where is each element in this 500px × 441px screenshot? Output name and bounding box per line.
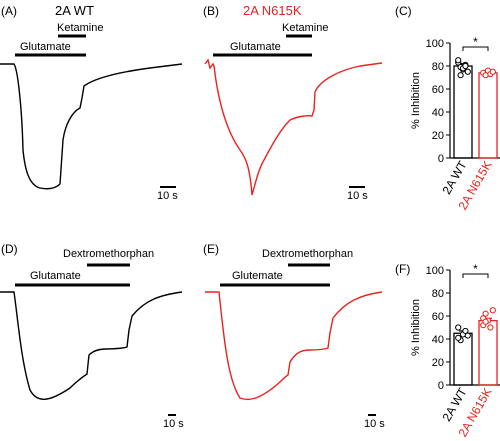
data-point-f-1 bbox=[482, 318, 489, 325]
y-tick-label-c: 60 bbox=[432, 84, 444, 96]
current-trace-a bbox=[0, 63, 183, 190]
y-tick-label-c: 100 bbox=[426, 38, 444, 50]
significance-bracket-f bbox=[462, 273, 489, 278]
current-trace-d bbox=[0, 291, 183, 400]
ketamine-label-a: Ketamine bbox=[57, 22, 103, 34]
glutamate-label-e: Glutemate bbox=[232, 270, 283, 282]
panel-label-c: (C) bbox=[395, 4, 412, 18]
scale-label-e: 10 s bbox=[364, 418, 385, 430]
data-point-c-0 bbox=[455, 57, 462, 64]
data-point-f-0 bbox=[455, 324, 462, 331]
y-tick-label-f: 100 bbox=[426, 265, 444, 277]
header-mut: 2A N615K bbox=[243, 3, 302, 18]
y-tick-label-f: 40 bbox=[432, 334, 444, 346]
panel-label-b: (B) bbox=[203, 4, 219, 18]
panel-b-trace: Ketamine Glutamate 10 s bbox=[204, 22, 383, 202]
y-tick-label-c: 80 bbox=[432, 61, 444, 73]
y-tick-label-f: 80 bbox=[432, 288, 444, 300]
panel-d-trace: Dextromethorphan Glutamate 10 s bbox=[0, 248, 184, 430]
significance-star-c: * bbox=[473, 35, 478, 49]
bar-c-1 bbox=[478, 72, 498, 159]
bar-f-1 bbox=[478, 319, 498, 386]
significance-star-f: * bbox=[473, 262, 478, 276]
dxm-label-e: Dextromethorphan bbox=[262, 248, 353, 260]
data-point-c-1 bbox=[489, 68, 496, 75]
bar-c-0 bbox=[453, 65, 473, 159]
panel-e-trace: Dextromethorphan Glutemate 10 s bbox=[205, 248, 385, 430]
data-point-f-1 bbox=[489, 307, 496, 314]
data-point-f-1 bbox=[482, 310, 489, 317]
data-point-c-0 bbox=[457, 72, 464, 79]
y-axis-label-f: % Inhibition bbox=[410, 299, 422, 356]
panel-label-d: (D) bbox=[1, 242, 18, 256]
current-trace-b bbox=[204, 58, 383, 196]
y-tick-label-c: 0 bbox=[438, 153, 444, 165]
data-point-f-1 bbox=[487, 324, 494, 331]
y-tick-label-f: 0 bbox=[438, 380, 444, 392]
glutamate-label-d: Glutamate bbox=[30, 270, 81, 282]
data-point-f-0 bbox=[462, 327, 469, 335]
header-wt: 2A WT bbox=[55, 3, 94, 18]
data-point-c-0 bbox=[464, 68, 471, 75]
data-point-c-0 bbox=[462, 62, 469, 70]
scale-label-a: 10 s bbox=[157, 190, 178, 202]
scale-label-d: 10 s bbox=[163, 418, 184, 430]
dxm-label-d: Dextromethorphan bbox=[63, 248, 154, 260]
panel-a-trace: Ketamine Glutamate 10 s bbox=[0, 22, 183, 202]
data-point-f-0 bbox=[464, 332, 471, 339]
ketamine-label-b: Ketamine bbox=[282, 22, 328, 34]
data-point-f-0 bbox=[455, 334, 462, 341]
glutamate-label-b: Glutamate bbox=[230, 41, 281, 53]
panel-label-a: (A) bbox=[1, 4, 17, 18]
y-tick-label-f: 60 bbox=[432, 311, 444, 323]
y-tick-label-c: 40 bbox=[432, 107, 444, 119]
current-trace-e bbox=[205, 291, 383, 401]
y-axis-label-c: % Inhibition bbox=[410, 72, 422, 129]
y-tick-label-c: 20 bbox=[432, 130, 444, 142]
glutamate-label-a: Glutamate bbox=[20, 41, 71, 53]
panel-label-f: (F) bbox=[395, 262, 410, 276]
significance-bracket-c bbox=[462, 46, 489, 51]
y-tick-label-f: 20 bbox=[432, 357, 444, 369]
scale-label-b: 10 s bbox=[347, 190, 368, 202]
panel-label-e: (E) bbox=[203, 242, 219, 256]
